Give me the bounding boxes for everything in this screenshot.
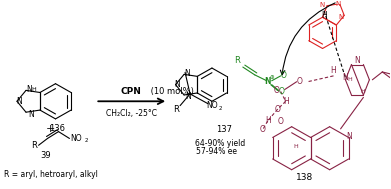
Text: N: N: [264, 77, 271, 86]
Text: (10 mol%): (10 mol%): [148, 87, 194, 96]
Text: N: N: [175, 80, 180, 89]
Text: H: H: [321, 11, 327, 20]
Text: O: O: [275, 105, 281, 114]
Text: H: H: [347, 77, 352, 82]
Text: N: N: [355, 56, 360, 65]
Text: 64-90% yield: 64-90% yield: [195, 139, 245, 148]
Text: N: N: [319, 2, 325, 8]
Text: H: H: [331, 66, 336, 74]
Text: 136: 136: [50, 124, 65, 133]
Text: 2: 2: [84, 138, 88, 143]
Text: N: N: [26, 85, 32, 94]
Text: CH₂Cl₂, -25°C: CH₂Cl₂, -25°C: [106, 108, 157, 118]
Text: O: O: [260, 125, 266, 134]
Text: 39: 39: [40, 151, 51, 160]
Text: 2: 2: [218, 106, 222, 111]
Text: CPN: CPN: [121, 87, 142, 96]
Text: N: N: [343, 73, 348, 82]
Text: R: R: [30, 141, 36, 150]
Text: R = aryl, hetroaryl, alkyl: R = aryl, hetroaryl, alkyl: [4, 170, 98, 179]
Text: N: N: [339, 14, 344, 20]
Text: NO: NO: [206, 101, 218, 110]
Text: H: H: [32, 87, 36, 92]
Text: N: N: [346, 132, 352, 141]
Text: H: H: [283, 97, 289, 106]
Text: O: O: [278, 117, 283, 126]
Text: O: O: [279, 87, 285, 96]
Text: ⊕: ⊕: [269, 75, 274, 80]
Text: R: R: [234, 56, 240, 65]
Text: N: N: [185, 92, 191, 101]
Text: O: O: [281, 71, 287, 80]
Text: N: N: [28, 110, 34, 119]
Text: 57-94% ee: 57-94% ee: [196, 147, 237, 156]
Text: NO: NO: [71, 134, 82, 143]
Text: O: O: [297, 77, 303, 86]
Text: R: R: [173, 105, 179, 114]
Text: N: N: [184, 69, 190, 78]
Text: H: H: [360, 89, 365, 94]
Text: N: N: [16, 97, 22, 106]
Text: H: H: [265, 116, 271, 125]
Text: N: N: [335, 1, 340, 7]
Text: O: O: [274, 86, 280, 95]
Text: +: +: [46, 124, 55, 134]
Text: 138: 138: [296, 173, 313, 182]
Text: H: H: [294, 144, 298, 149]
Text: 137: 137: [216, 125, 232, 134]
